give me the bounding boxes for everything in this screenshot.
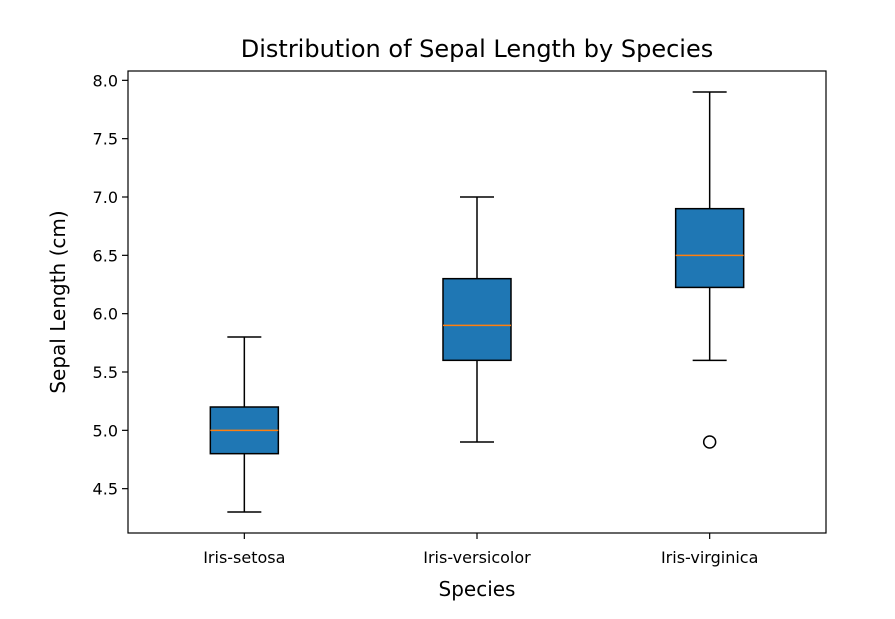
y-tick-label: 7.0 xyxy=(93,188,118,207)
box-iris-virginica xyxy=(674,207,745,289)
y-tick-label: 5.0 xyxy=(93,421,118,440)
y-tick-label: 8.0 xyxy=(93,71,118,90)
x-axis-label: Species xyxy=(439,577,516,601)
outlier-point xyxy=(702,435,717,449)
x-tick-label: Iris-versicolor xyxy=(423,548,531,567)
y-axis-label: Sepal Length (cm) xyxy=(46,210,70,393)
y-tick-label: 5.5 xyxy=(93,363,118,382)
y-tick-label: 6.5 xyxy=(93,246,118,265)
x-tick-label: Iris-setosa xyxy=(203,548,285,567)
box-iris-versicolor xyxy=(442,277,512,362)
plot-area: 4.5 5.0 5.5 6.0 6.5 7.0 7.5 8.0 Iris-setosa Iris-… xyxy=(93,70,827,567)
y-tick-label: 4.5 xyxy=(93,480,118,499)
chart-title: Distribution of Sepal Length by Species xyxy=(241,35,714,63)
x-tick-label: Iris-virginica xyxy=(661,548,758,567)
y-tick-label: 6.0 xyxy=(93,305,118,324)
y-tick-label: 7.5 xyxy=(93,130,118,149)
